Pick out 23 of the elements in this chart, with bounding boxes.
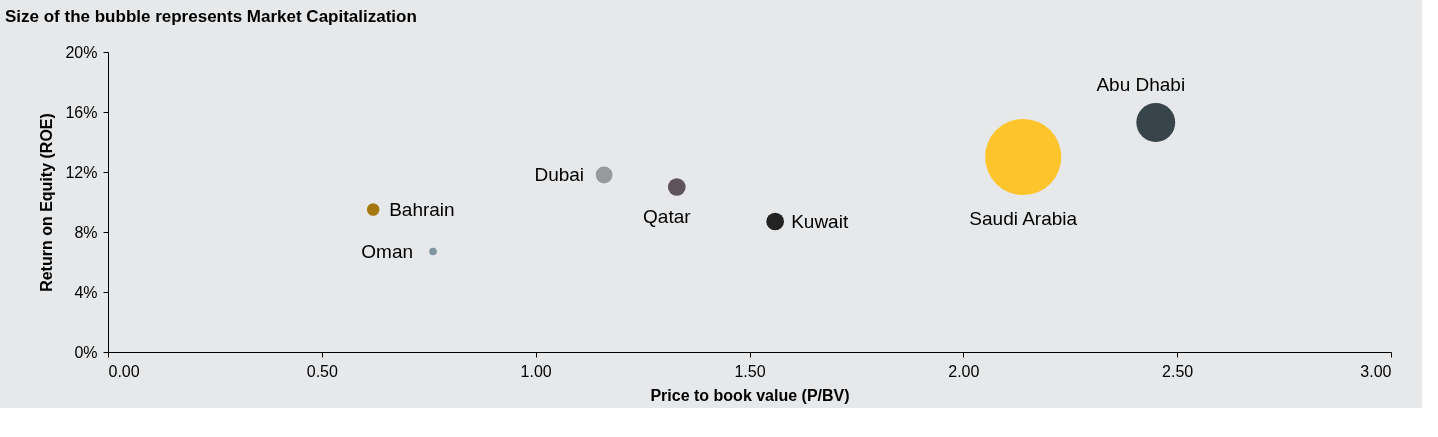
y-tick-label: 12% — [65, 163, 98, 181]
x-tick-label: 1.00 — [520, 362, 552, 380]
y-tick-label: 16% — [65, 103, 98, 121]
chart-title: Size of the bubble represents Market Capitalization — [5, 7, 417, 26]
series-label: Oman — [361, 240, 414, 262]
series-label: Abu Dhabi — [1096, 73, 1186, 95]
x-axis-title: Price to book value (P/BV) — [650, 386, 850, 404]
y-tick-label: 20% — [65, 43, 98, 61]
x-tick-label: 1.50 — [734, 362, 766, 380]
series-label: Saudi Arabia — [969, 208, 1078, 229]
x-tick-label: 3.00 — [1360, 362, 1392, 380]
series-label: Qatar — [643, 206, 692, 227]
y-tick-label: 0% — [74, 343, 98, 361]
series-label: Bahrain — [389, 198, 455, 220]
series-label: Dubai — [534, 164, 585, 185]
y-tick-label: 8% — [74, 223, 98, 241]
y-axis-title: Return on Equity (ROE) — [38, 113, 56, 292]
x-tick-label: 0.00 — [108, 362, 140, 380]
y-tick-label: 4% — [74, 283, 98, 301]
x-tick-label: 2.00 — [948, 362, 980, 380]
x-tick-label: 2.50 — [1162, 362, 1194, 380]
series-label: Kuwait — [791, 210, 849, 232]
x-tick-label: 0.50 — [306, 362, 339, 380]
